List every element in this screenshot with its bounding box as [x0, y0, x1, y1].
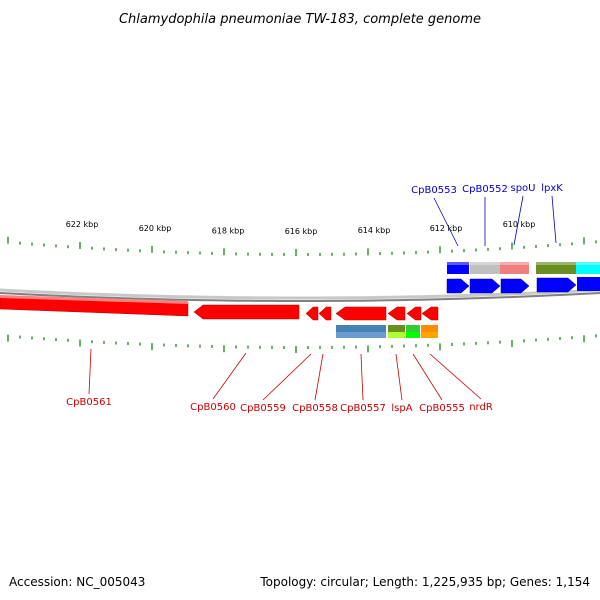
scale-label: 610 kbp: [503, 220, 536, 229]
gene-label: CpB0553: [411, 185, 457, 196]
genome-backbone: [0, 288, 600, 302]
feature-block: [500, 262, 529, 274]
gene-cpb0558: [318, 306, 332, 321]
feature-block: [470, 262, 500, 274]
gene-cpb0557: [335, 306, 387, 321]
feature-block: [406, 332, 420, 338]
gene-label: CpB0557: [340, 403, 386, 414]
leader-line: [551, 195, 557, 244]
backbone-highlight: [0, 288, 600, 300]
feature-shine: [447, 262, 469, 265]
feature-shine: [536, 262, 576, 265]
feature-block: [421, 325, 438, 332]
gene-lspa: [387, 306, 406, 321]
leader-line: [88, 348, 92, 395]
gene-cpb0555: [406, 306, 422, 321]
gene-cpb0552: [469, 278, 501, 294]
gene-label: CpB0559: [240, 403, 286, 414]
feature-shine: [500, 262, 529, 265]
gene-label: CpB0555: [419, 403, 465, 414]
gene-track: [0, 277, 600, 321]
leader-line: [395, 353, 403, 401]
genome-summary-text: Topology: circular; Length: 1,225,935 bp…: [260, 575, 590, 589]
leader-line: [433, 197, 459, 247]
scale-labels: 622 kbp 620 kbp 618 kbp 616 kbp 614 kbp 612 k…: [66, 220, 536, 236]
gene-label: CpB0561: [66, 397, 112, 408]
feature-block: [388, 332, 405, 338]
scale-label: 616 kbp: [285, 227, 318, 236]
gene-lpxk: [536, 277, 577, 293]
gene-cpb0561-shine: [0, 295, 188, 304]
label-leaders: [88, 195, 557, 401]
feature-shine: [470, 262, 500, 265]
gene-label: CpB0558: [292, 403, 338, 414]
gene-label: lspA: [391, 403, 412, 414]
gene-forward-edge: [577, 277, 600, 291]
gene-label: spoU: [511, 183, 536, 194]
feature-block: [536, 262, 576, 274]
leader-line: [314, 353, 324, 401]
gene-nrdr: [421, 306, 439, 321]
feature-block: [388, 325, 405, 332]
scale-ticks: [7, 236, 597, 353]
map-title: Chlamydophila pneumoniae TW-183, complet…: [119, 12, 481, 27]
feature-block: [336, 325, 386, 332]
scale-label: 618 kbp: [212, 226, 245, 235]
leader-line: [412, 353, 443, 401]
accession-text: Accession: NC_005043: [9, 575, 146, 589]
gene-label: CpB0560: [190, 402, 236, 413]
feature-track: [336, 262, 600, 338]
scale-label: 612 kbp: [430, 224, 463, 233]
scale-label: 620 kbp: [139, 224, 172, 233]
leader-line: [513, 195, 524, 246]
feature-block: [576, 262, 600, 274]
gene-cpb0560: [193, 304, 300, 320]
scale-label: 614 kbp: [358, 226, 391, 235]
leader-line: [262, 353, 312, 401]
feature-shine: [576, 262, 600, 265]
leader-line: [212, 352, 247, 400]
leader-line: [360, 353, 364, 401]
backbone-line: [0, 292, 600, 302]
gene-labels: CpB0553 CpB0552 spoU lpxK CpB0561 CpB0560 CpB0…: [66, 183, 563, 414]
feature-block: [447, 262, 469, 274]
gene-label: CpB0552: [462, 184, 508, 195]
feature-block: [406, 325, 420, 332]
feature-block: [421, 332, 438, 338]
gene-cpb0559: [305, 306, 319, 321]
gene-label: nrdR: [469, 402, 493, 413]
feature-block: [336, 332, 386, 338]
leader-line: [429, 353, 482, 400]
gene-spou: [500, 278, 530, 294]
gene-label: lpxK: [541, 183, 563, 194]
scale-label: 622 kbp: [66, 220, 99, 229]
gene-cpb0553: [446, 278, 470, 294]
